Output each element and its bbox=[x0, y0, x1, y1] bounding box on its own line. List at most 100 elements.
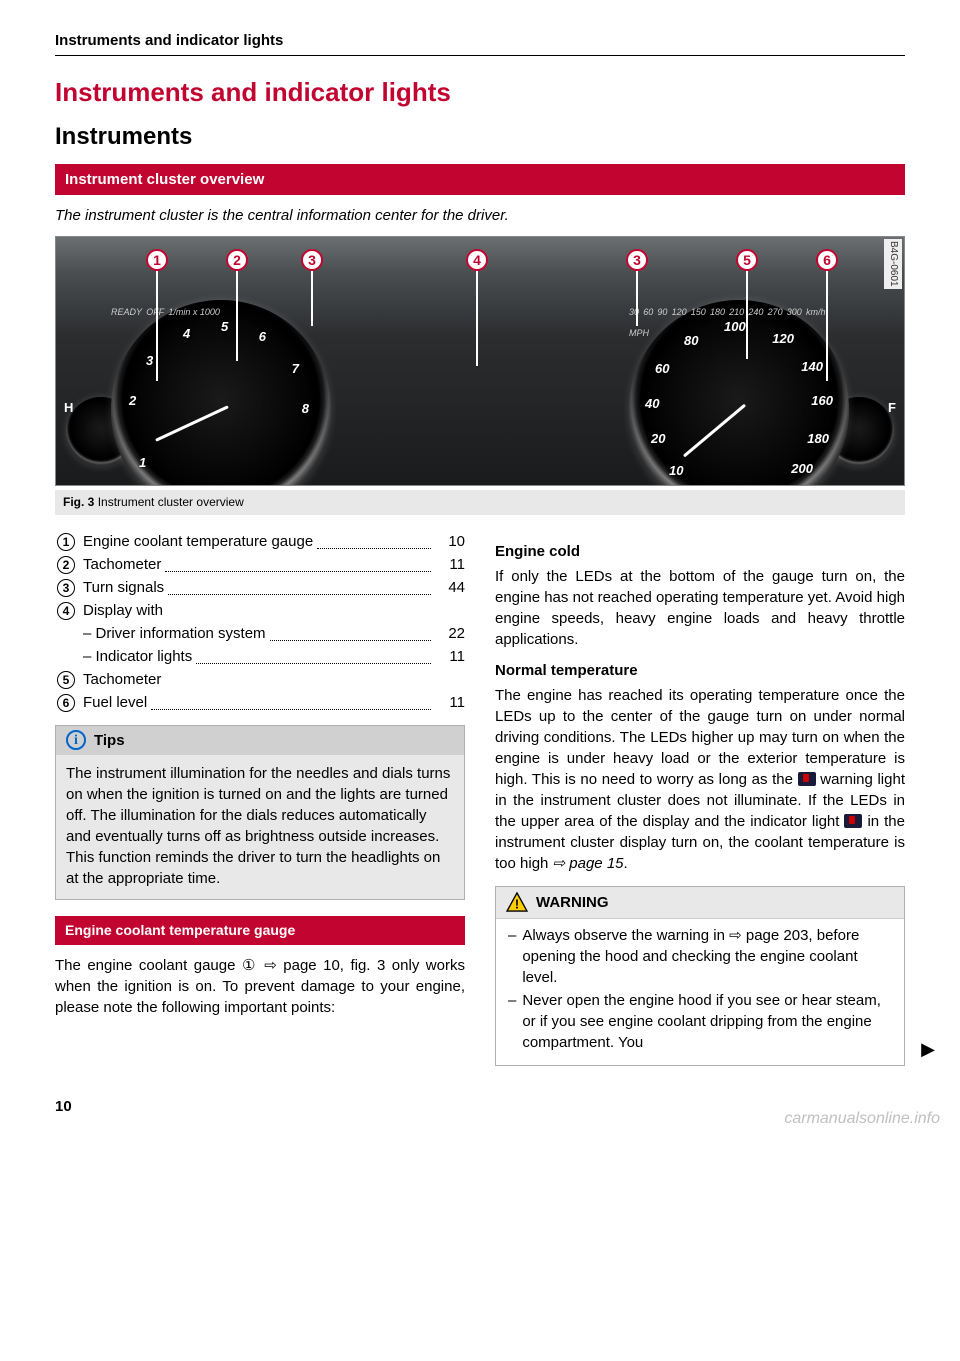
engine-cold-text: If only the LEDs at the bottom of the ga… bbox=[495, 566, 905, 650]
figure-callout-line bbox=[236, 271, 238, 361]
spd-i60: 60 bbox=[643, 307, 653, 317]
toc-label: Engine coolant temperature gauge bbox=[77, 531, 313, 552]
toc-row: 2Tachometer 11 bbox=[55, 554, 465, 575]
figure-callout-3: 3 bbox=[626, 249, 648, 271]
nt-ref: ⇨ page 15 bbox=[553, 855, 624, 872]
component-toc: 1Engine coolant temperature gauge102Tach… bbox=[55, 531, 465, 713]
watermark: carmanualsonline.info bbox=[784, 1108, 940, 1130]
instrument-cluster-figure: B4G-0601 H F 1 2 3 4 5 6 7 8 READY OFF 1… bbox=[55, 236, 905, 486]
toc-row: 1Engine coolant temperature gauge 10 bbox=[55, 531, 465, 552]
toc-page: 11 bbox=[435, 692, 465, 713]
toc-label: Fuel level bbox=[77, 692, 147, 713]
figure-code: B4G-0601 bbox=[884, 239, 902, 289]
toc-label: Turn signals bbox=[77, 577, 164, 598]
spd-i210: 210 bbox=[729, 307, 744, 317]
toc-sublabel: – Indicator lights bbox=[55, 646, 192, 667]
toc-row: 5Tachometer bbox=[55, 669, 465, 690]
figure-callout-5: 5 bbox=[736, 249, 758, 271]
spd-200: 200 bbox=[791, 460, 813, 478]
section-title: Instruments bbox=[55, 120, 905, 154]
spd-i240: 240 bbox=[748, 307, 763, 317]
figure-callout-line bbox=[311, 271, 313, 326]
tach-5: 5 bbox=[221, 318, 228, 336]
running-head: Instruments and indicator lights bbox=[55, 30, 905, 56]
figure-callout-line bbox=[636, 271, 638, 326]
tach-7: 7 bbox=[292, 360, 299, 378]
warning-triangle-icon: ! bbox=[506, 892, 528, 912]
spd-mph: MPH bbox=[629, 328, 649, 338]
warning-list-item: Never open the engine hood if you see or… bbox=[508, 990, 892, 1053]
toc-row: 3Turn signals 44 bbox=[55, 577, 465, 598]
figure-callout-3: 3 bbox=[301, 249, 323, 271]
toc-page: 22 bbox=[435, 623, 465, 644]
tachometer-gauge: 1 2 3 4 5 6 7 8 READY OFF 1/min x 1000 bbox=[111, 300, 331, 486]
warning-title: WARNING bbox=[536, 892, 609, 913]
spd-i300: 300 bbox=[787, 307, 802, 317]
coolant-warning-icon bbox=[798, 772, 816, 786]
figure-callout-2: 2 bbox=[226, 249, 248, 271]
toc-circled-number: 4 bbox=[55, 602, 77, 620]
tach-needle bbox=[155, 405, 229, 442]
toc-label: Display with bbox=[77, 600, 163, 621]
coolant-intro: The engine coolant gauge ① ⇨ page 10, fi… bbox=[55, 955, 465, 1018]
tach-6: 6 bbox=[259, 328, 266, 346]
coolant-heading-bar: Engine coolant temperature gauge bbox=[55, 916, 465, 946]
coolant-H-label: H bbox=[64, 399, 73, 417]
figure-callout-1: 1 bbox=[146, 249, 168, 271]
tach-3: 3 bbox=[146, 352, 153, 370]
coolant-indicator-icon bbox=[844, 814, 862, 828]
spd-160: 160 bbox=[811, 392, 833, 410]
toc-page: 10 bbox=[435, 531, 465, 552]
tach-8: 8 bbox=[302, 400, 309, 418]
toc-page: 11 bbox=[435, 554, 465, 575]
figure-callout-line bbox=[476, 271, 478, 366]
toc-row: – Driver information system22 bbox=[55, 623, 465, 644]
speedo-needle bbox=[683, 404, 746, 458]
toc-page: 11 bbox=[435, 646, 465, 667]
toc-circled-number: 1 bbox=[55, 533, 77, 551]
coolant-intro-ref: ① ⇨ page 10, fig. 3 bbox=[242, 957, 385, 974]
tach-2: 2 bbox=[129, 392, 136, 410]
spd-i150: 150 bbox=[691, 307, 706, 317]
overview-heading-bar: Instrument cluster overview bbox=[55, 164, 905, 195]
toc-label: Tachometer bbox=[77, 669, 161, 690]
spd-40: 40 bbox=[645, 395, 659, 413]
warning-list-item: Always observe the warning in ⇨ page 203… bbox=[508, 925, 892, 988]
right-column: Engine cold If only the LEDs at the bott… bbox=[495, 531, 905, 1066]
toc-dots bbox=[317, 548, 431, 549]
left-column: 1Engine coolant temperature gauge102Tach… bbox=[55, 531, 465, 1066]
spd-i270: 270 bbox=[768, 307, 783, 317]
toc-dots bbox=[270, 640, 431, 641]
spd-kmh: km/h bbox=[806, 307, 826, 317]
nt-d: . bbox=[624, 855, 628, 872]
spd-140: 140 bbox=[801, 358, 823, 376]
warning-item: Always observe the warning in ⇨ page 203… bbox=[522, 925, 892, 988]
toc-label: Tachometer bbox=[77, 554, 161, 575]
coolant-intro-a: The engine coolant gauge bbox=[55, 957, 242, 974]
figure-caption-text: Instrument cluster overview bbox=[98, 495, 244, 509]
svg-text:!: ! bbox=[515, 897, 519, 912]
figure-callout-line bbox=[156, 271, 158, 381]
figure-caption: Fig. 3 Instrument cluster overview bbox=[55, 490, 905, 515]
engine-cold-head: Engine cold bbox=[495, 541, 905, 562]
normal-temp-text: The engine has reached its operating tem… bbox=[495, 685, 905, 874]
toc-page: 44 bbox=[435, 577, 465, 598]
toc-circled-number: 2 bbox=[55, 556, 77, 574]
toc-dots bbox=[165, 571, 431, 572]
tach-1: 1 bbox=[139, 454, 146, 472]
figure-callout-line bbox=[746, 271, 748, 359]
tach-ready: READY bbox=[111, 307, 142, 317]
info-icon: i bbox=[66, 730, 86, 750]
toc-circled-number: 3 bbox=[55, 579, 77, 597]
figure-callout-6: 6 bbox=[816, 249, 838, 271]
spd-80: 80 bbox=[684, 332, 698, 350]
spd-i180: 180 bbox=[710, 307, 725, 317]
toc-dots bbox=[151, 709, 431, 710]
toc-dots bbox=[168, 594, 431, 595]
spd-60: 60 bbox=[655, 360, 669, 378]
toc-row: – Indicator lights 11 bbox=[55, 646, 465, 667]
figure-caption-label: Fig. 3 bbox=[63, 495, 94, 509]
spd-20: 20 bbox=[651, 430, 665, 448]
continued-arrow-icon: ▶ bbox=[921, 1037, 935, 1062]
fuel-F-label: F bbox=[888, 399, 896, 417]
